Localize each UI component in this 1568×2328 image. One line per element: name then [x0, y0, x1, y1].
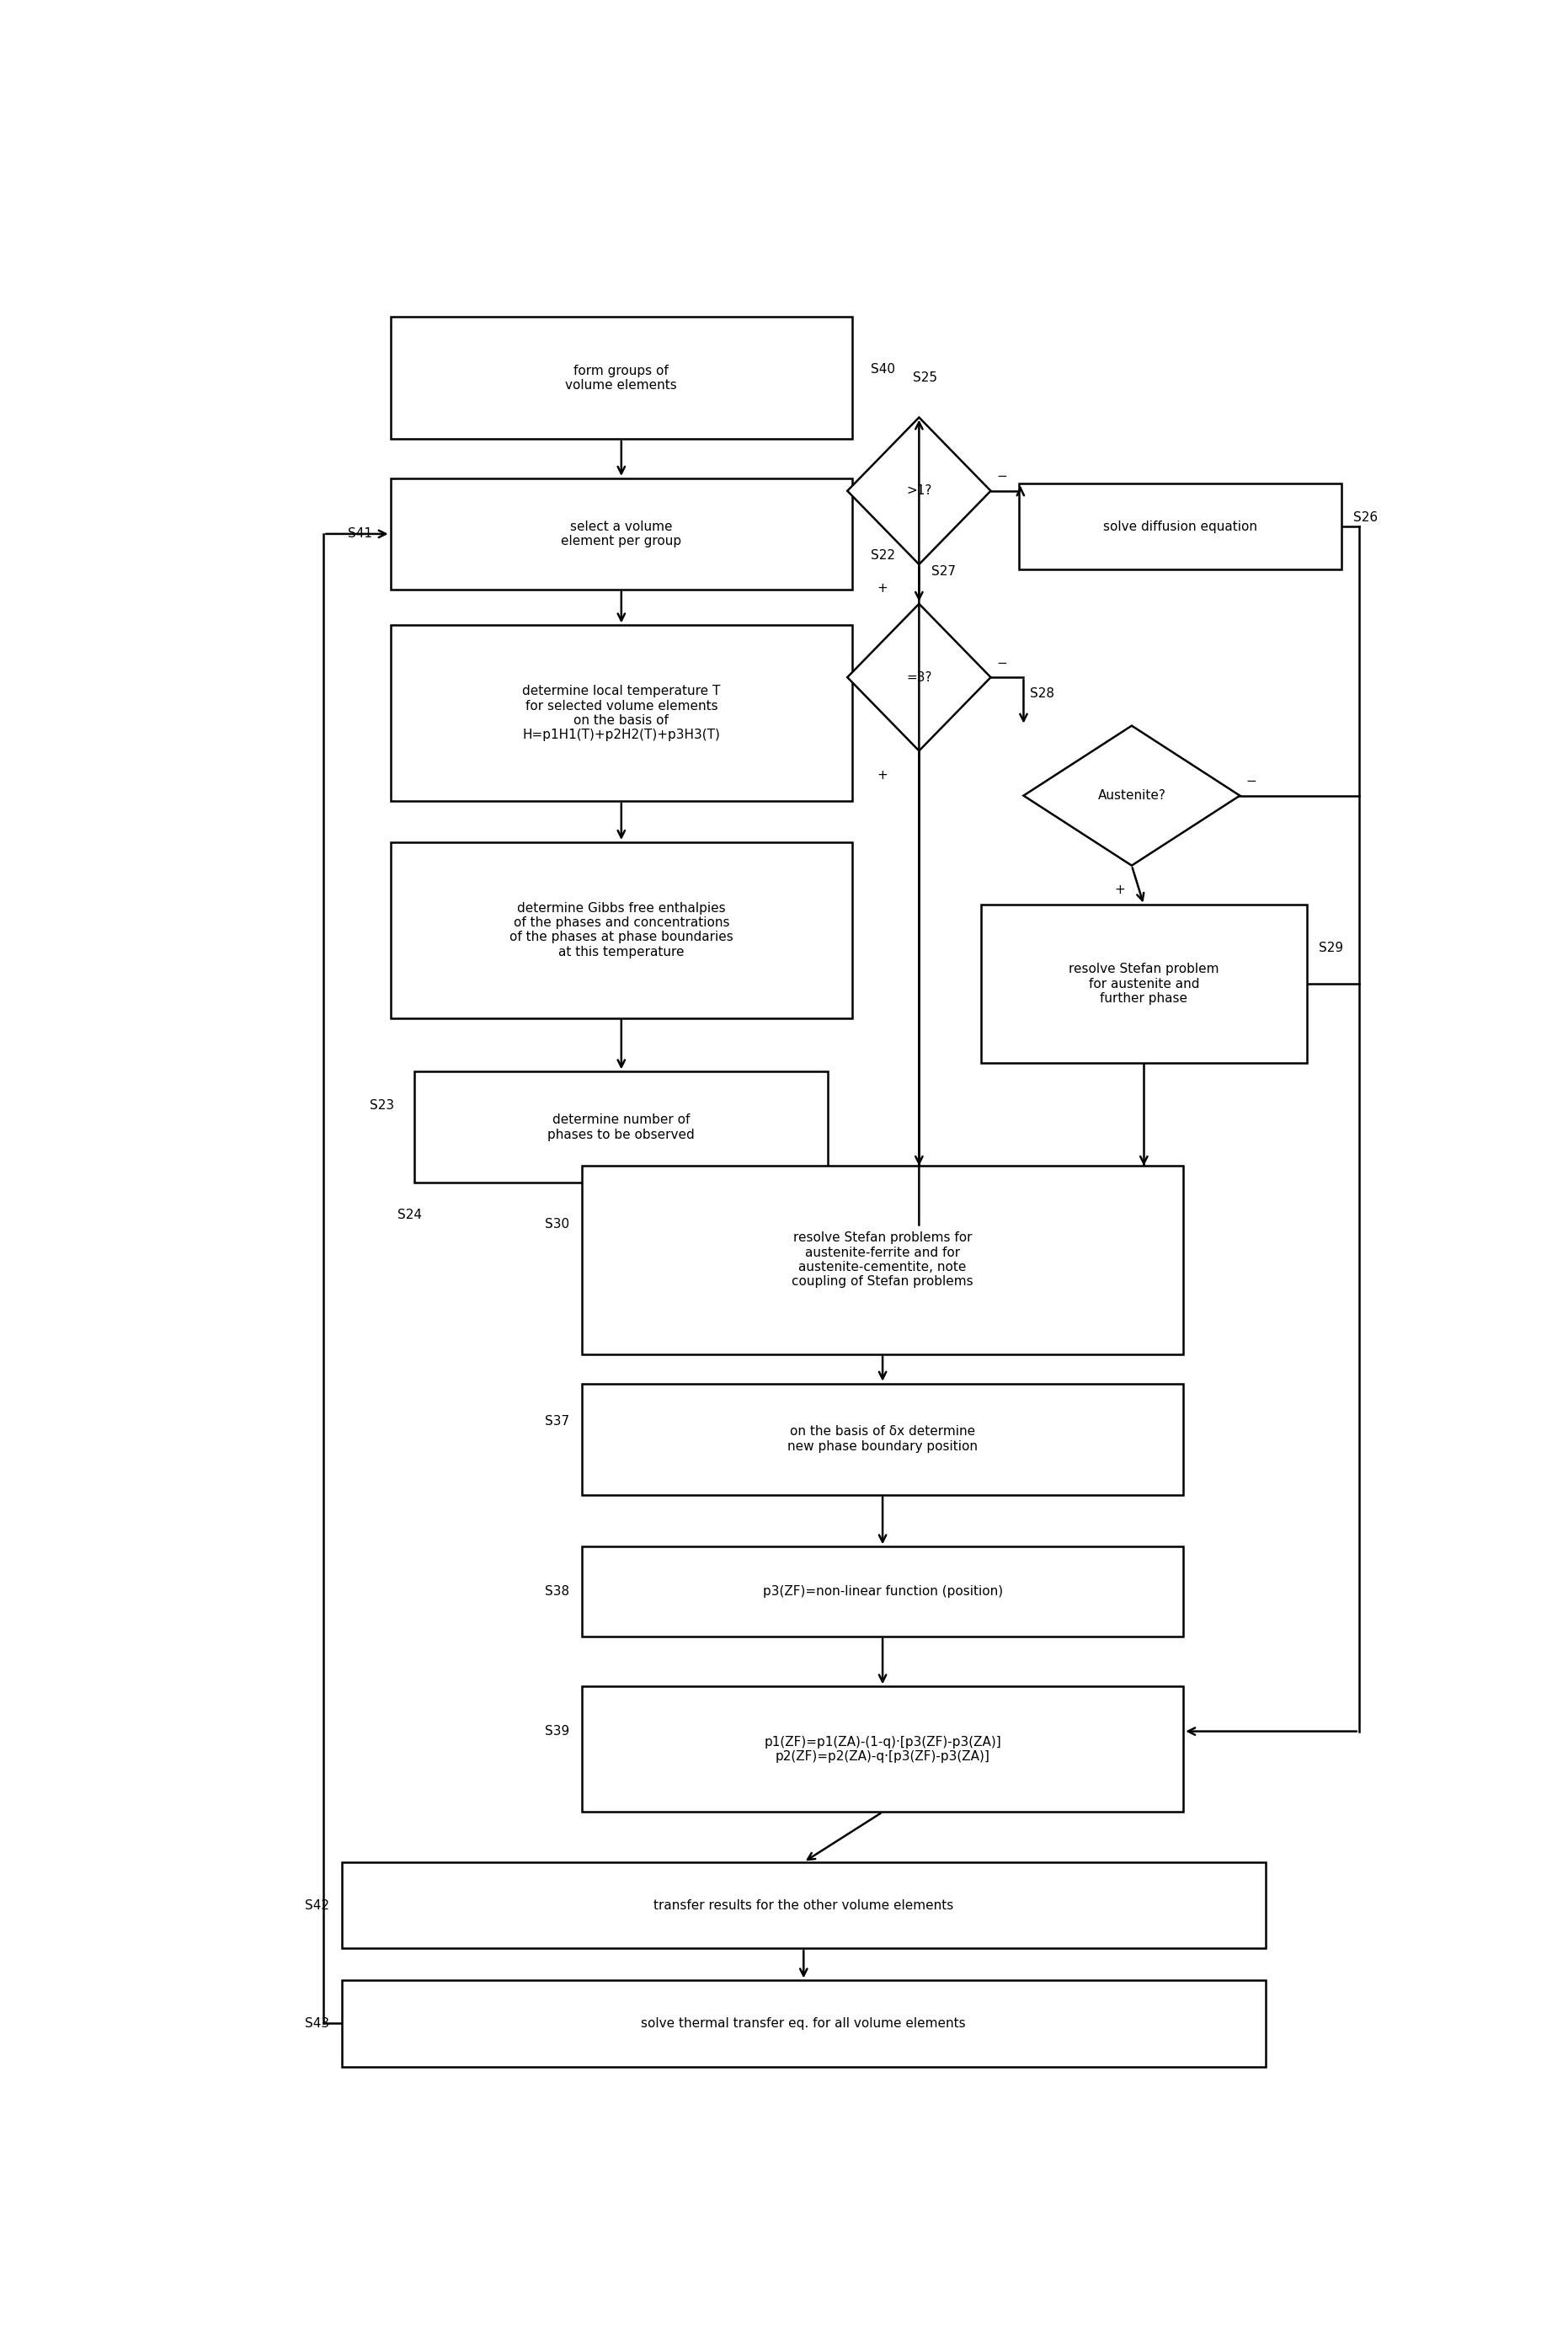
FancyBboxPatch shape	[582, 1383, 1184, 1495]
FancyBboxPatch shape	[1019, 484, 1341, 570]
Polygon shape	[847, 603, 991, 752]
Text: solve diffusion equation: solve diffusion equation	[1104, 521, 1258, 533]
FancyBboxPatch shape	[342, 1862, 1265, 1949]
Text: S24: S24	[398, 1208, 422, 1222]
Text: transfer results for the other volume elements: transfer results for the other volume el…	[654, 1900, 953, 1911]
Text: on the basis of δx determine
new phase boundary position: on the basis of δx determine new phase b…	[787, 1425, 978, 1453]
Text: −: −	[997, 656, 1008, 668]
FancyBboxPatch shape	[390, 843, 853, 1017]
Text: S41: S41	[348, 528, 372, 540]
Text: determine local temperature T
for selected volume elements
on the basis of
H=p1H: determine local temperature T for select…	[522, 684, 720, 740]
Polygon shape	[847, 417, 991, 563]
Text: −: −	[997, 470, 1008, 482]
Text: S40: S40	[870, 363, 895, 375]
Text: p3(ZF)=non-linear function (position): p3(ZF)=non-linear function (position)	[762, 1585, 1002, 1597]
Text: +: +	[877, 768, 887, 782]
Text: determine number of
phases to be observed: determine number of phases to be observe…	[547, 1113, 695, 1141]
Text: solve thermal transfer eq. for all volume elements: solve thermal transfer eq. for all volum…	[641, 2016, 966, 2030]
Text: −: −	[1247, 775, 1256, 787]
Text: S39: S39	[546, 1725, 569, 1737]
Text: S23: S23	[370, 1099, 394, 1113]
Text: S22: S22	[870, 549, 895, 561]
FancyBboxPatch shape	[582, 1546, 1184, 1637]
FancyBboxPatch shape	[390, 626, 853, 801]
Text: S25: S25	[913, 372, 938, 384]
FancyBboxPatch shape	[982, 906, 1306, 1062]
Polygon shape	[1024, 726, 1240, 866]
Text: S42: S42	[306, 1900, 329, 1911]
Text: S27: S27	[931, 566, 955, 577]
Text: =3?: =3?	[906, 670, 931, 684]
Text: resolve Stefan problems for
austenite-ferrite and for
austenite-cementite, note
: resolve Stefan problems for austenite-fe…	[792, 1232, 974, 1287]
Text: S29: S29	[1319, 941, 1344, 954]
Text: +: +	[1115, 882, 1124, 896]
Text: form groups of
volume elements: form groups of volume elements	[566, 363, 677, 391]
FancyBboxPatch shape	[582, 1166, 1184, 1355]
FancyBboxPatch shape	[390, 317, 853, 440]
Text: +: +	[877, 582, 887, 596]
Text: resolve Stefan problem
for austenite and
further phase: resolve Stefan problem for austenite and…	[1069, 964, 1218, 1006]
Text: select a volume
element per group: select a volume element per group	[561, 519, 682, 547]
Text: Austenite?: Austenite?	[1098, 789, 1165, 801]
Text: determine Gibbs free enthalpies
of the phases and concentrations
of the phases a: determine Gibbs free enthalpies of the p…	[510, 901, 734, 959]
Text: S28: S28	[1030, 687, 1054, 701]
FancyBboxPatch shape	[390, 477, 853, 589]
Text: S38: S38	[546, 1585, 569, 1597]
Text: S43: S43	[306, 2016, 329, 2030]
FancyBboxPatch shape	[414, 1071, 828, 1183]
Text: S37: S37	[546, 1415, 569, 1427]
Text: p1(ZF)=p1(ZA)-(1-q)·[p3(ZF)-p3(ZA)]
p2(ZF)=p2(ZA)-q·[p3(ZF)-p3(ZA)]: p1(ZF)=p1(ZA)-(1-q)·[p3(ZF)-p3(ZA)] p2(Z…	[764, 1737, 1002, 1762]
Text: >1?: >1?	[906, 484, 931, 498]
Text: S26: S26	[1353, 512, 1378, 524]
FancyBboxPatch shape	[582, 1685, 1184, 1811]
FancyBboxPatch shape	[342, 1981, 1265, 2067]
Text: S30: S30	[546, 1218, 569, 1232]
